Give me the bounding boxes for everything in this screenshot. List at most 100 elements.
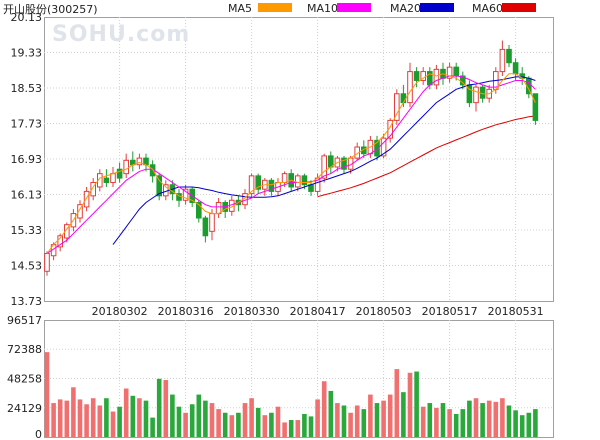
candle [90, 178, 97, 201]
candle-body [77, 204, 83, 219]
candle [255, 173, 261, 194]
candle-body [380, 137, 387, 157]
candle-body [321, 155, 327, 179]
ma10-line [46, 75, 536, 254]
volume-bar [222, 412, 228, 437]
candle-body [446, 66, 453, 79]
candles [44, 40, 539, 276]
volume-bar [500, 398, 505, 437]
candle-body [479, 86, 486, 99]
volume-bar [130, 395, 136, 437]
date-tick-label: 20180517 [422, 305, 478, 318]
candle-body [460, 75, 466, 86]
candle-body [400, 93, 407, 104]
candle [407, 62, 413, 108]
candle [116, 162, 123, 183]
candle-body [295, 175, 301, 188]
legend-label-ma60: MA60 [472, 2, 503, 15]
legend-swatch-ma20 [420, 3, 454, 12]
candle-body [387, 119, 393, 139]
candle [215, 198, 222, 219]
volume-bar [203, 400, 208, 437]
candle-body [64, 224, 70, 239]
price-tick-label: 18.53 [11, 82, 43, 95]
volume-bar [348, 412, 353, 437]
candle-body [473, 86, 479, 104]
candle-body [499, 48, 506, 73]
volume-bar [467, 400, 472, 437]
volume-bar [447, 409, 452, 437]
volume-bar [170, 394, 175, 437]
volume-bar [150, 417, 155, 437]
candle [341, 155, 347, 174]
volume-bar [90, 398, 96, 437]
candle-body [281, 173, 288, 184]
candle [110, 166, 116, 187]
candle-body [394, 93, 400, 121]
candle-body [341, 157, 347, 170]
volume-bar [288, 420, 294, 437]
volume-bar [453, 413, 459, 437]
volume-bar [361, 409, 367, 437]
candle [103, 169, 110, 187]
candle-body [268, 179, 275, 192]
candle [136, 153, 143, 170]
candle-body [255, 175, 261, 190]
candle-body [110, 173, 116, 184]
candle [176, 189, 182, 207]
candle [321, 153, 327, 183]
candle [387, 118, 393, 143]
volume-bar [77, 399, 83, 437]
volume-bar [209, 403, 215, 437]
candle [446, 62, 453, 83]
candle [123, 153, 130, 179]
candle [532, 93, 539, 125]
volume-bar [275, 406, 281, 437]
candle [202, 215, 209, 243]
volume-bar [407, 372, 413, 437]
volume-bar [189, 404, 195, 437]
candle-body [209, 213, 215, 232]
candle-body [202, 217, 209, 237]
candle [163, 180, 169, 201]
volume-bar [269, 412, 274, 437]
legend-label-ma5: MA5 [228, 2, 252, 15]
date-tick-label: 20180531 [488, 305, 544, 318]
volume-bar [381, 400, 386, 437]
candle [268, 178, 275, 196]
price-tick-label: 20.13 [11, 11, 43, 24]
candle-body [90, 182, 97, 197]
candle-body [453, 66, 459, 77]
volume-bar [414, 371, 419, 437]
candle [499, 40, 506, 77]
volume-bar [427, 403, 433, 437]
volume-bar [282, 422, 287, 437]
candle-body [433, 68, 440, 86]
price-tick-label: 16.13 [11, 189, 43, 202]
volume-tick-label: 96517 [7, 314, 42, 327]
ma60-line [317, 115, 536, 198]
volume-bar [394, 369, 400, 437]
candle [196, 200, 202, 223]
volume-bar [183, 412, 188, 437]
candle-body [123, 159, 130, 175]
ma-series [46, 73, 536, 254]
volume-bar [51, 403, 56, 437]
volume-bar [328, 390, 334, 437]
volume-bar [216, 409, 221, 437]
candle-body [248, 175, 255, 195]
volume-bar [97, 405, 103, 437]
candle-body [44, 253, 50, 272]
candle [433, 64, 440, 90]
candle-body [420, 71, 426, 81]
date-tick-label: 20180330 [224, 305, 280, 318]
volume-bar [71, 387, 76, 437]
price-tick-label: 15.33 [11, 224, 43, 237]
volume-bar [143, 400, 149, 437]
price-tick-label: 17.73 [11, 118, 43, 131]
volume-bar [156, 378, 162, 437]
volume-tick-label: 0 [35, 428, 42, 440]
date-axis: 20180302 20180316 20180330 20180417 20180503… [92, 305, 544, 318]
candle [473, 84, 479, 112]
volume-bar [302, 413, 307, 437]
